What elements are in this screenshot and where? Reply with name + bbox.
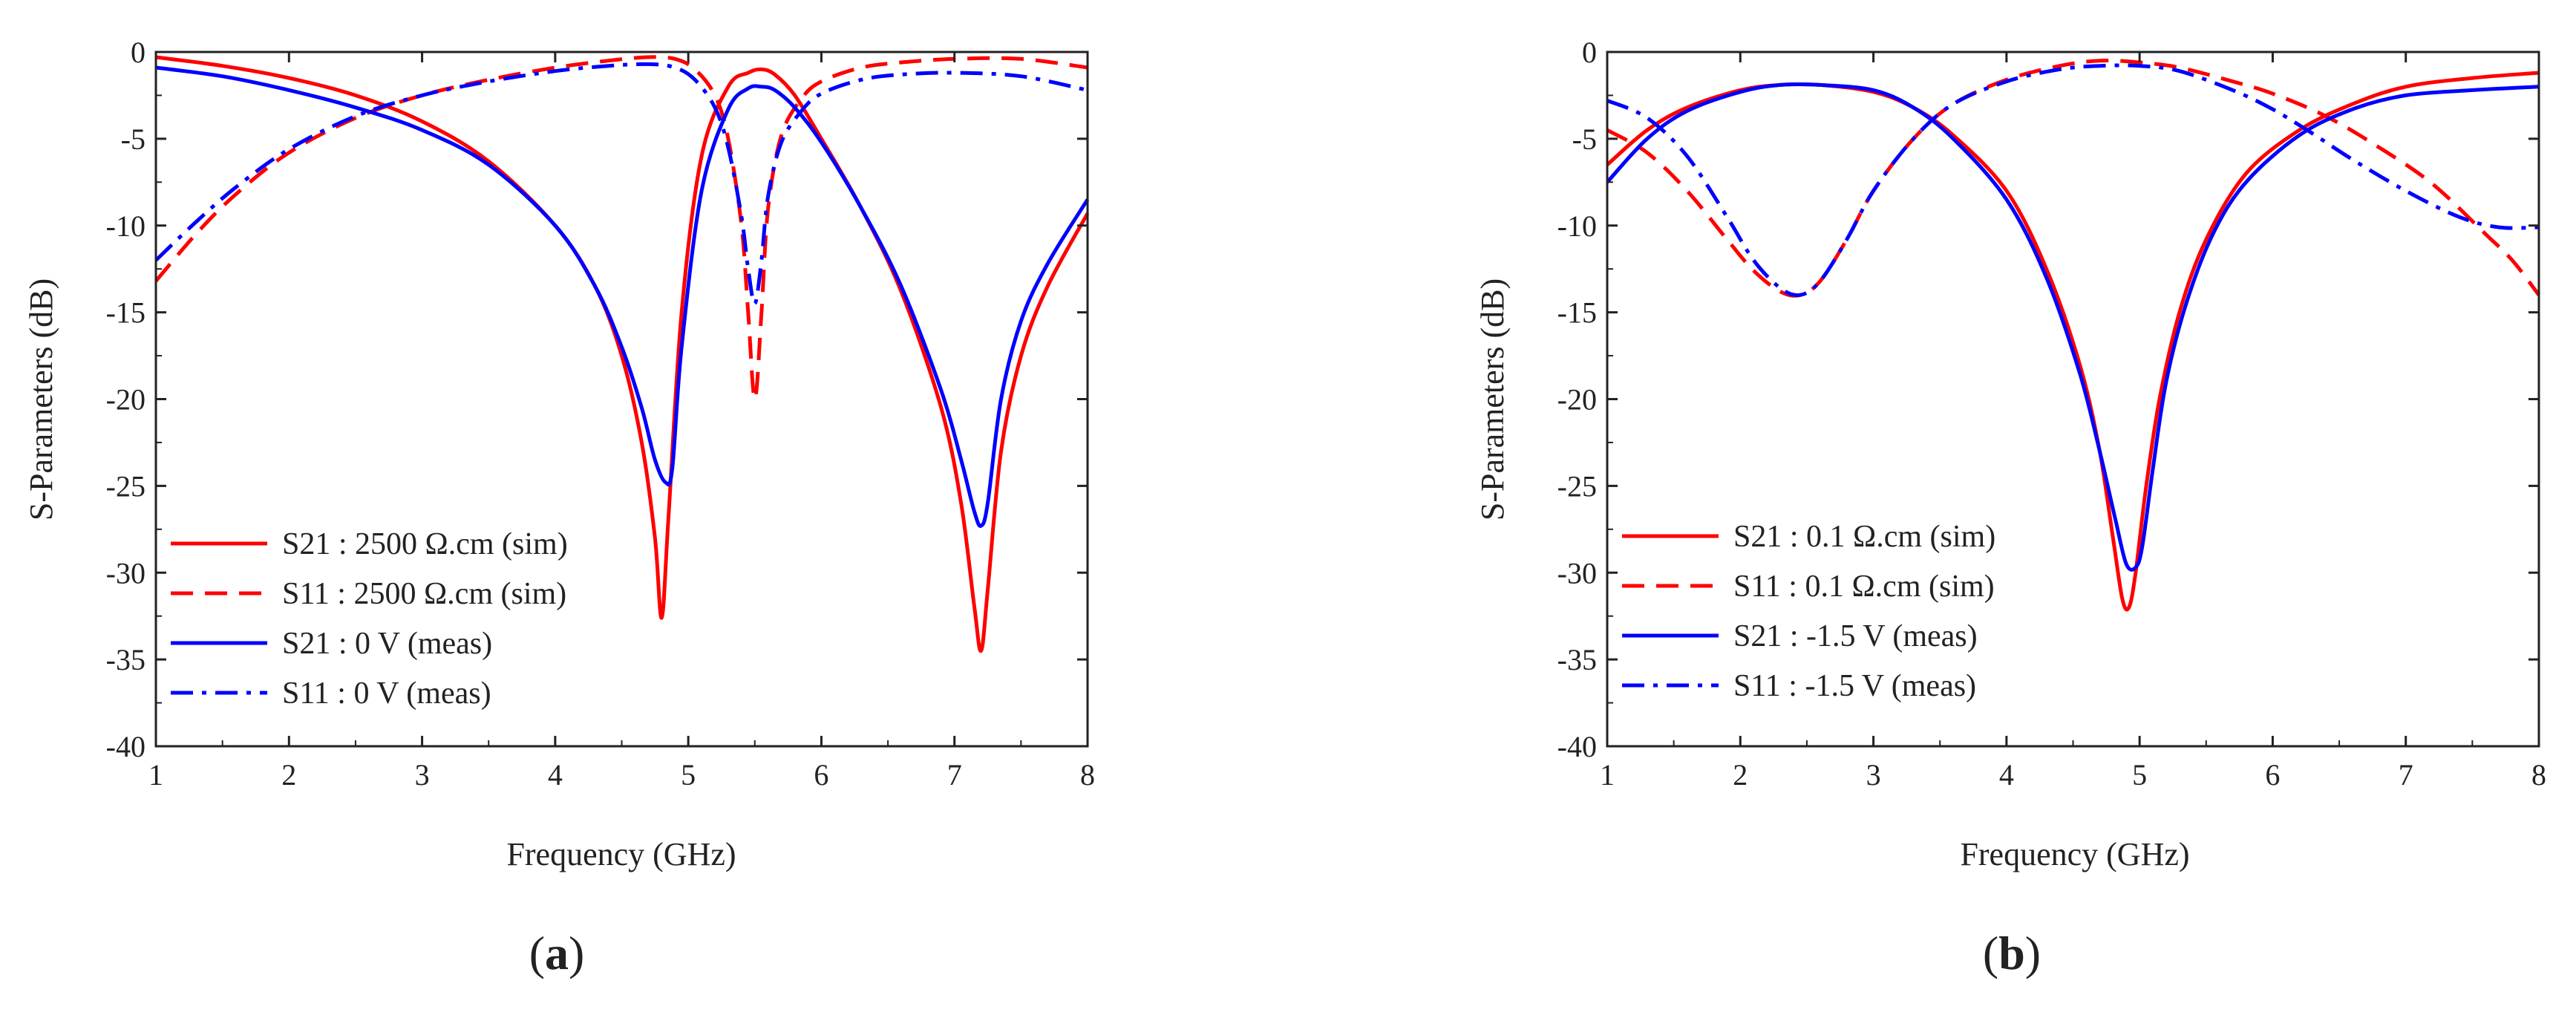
x-tick-label: 8 <box>2531 758 2546 792</box>
x-tick-label: 4 <box>548 758 563 792</box>
x-tick-label: 6 <box>814 758 828 792</box>
y-tick-label: -20 <box>106 383 146 417</box>
x-tick-label: 5 <box>2132 758 2147 792</box>
y-tick-label: 0 <box>1582 36 1597 69</box>
legend-label: S21 : 0 V (meas) <box>282 627 492 661</box>
y-tick-label: -15 <box>1557 296 1597 330</box>
chart-panel-b: 1 2 3 4 5 6 7 8 0 -5 -10 -15 -20 -25 -30 -35 -40 Frequen… <box>1474 36 2546 979</box>
chart-panel-a: 1 2 3 4 5 6 7 8 0 -5 -10 -15 -20 -25 -30 -35 -40 Frequen… <box>23 36 1095 979</box>
legend-label: S21 : 2500 Ω.cm (sim) <box>282 527 568 561</box>
y-axis-title-b: S-Parameters (dB) <box>1474 278 1511 521</box>
y-tick-label: -35 <box>106 643 146 676</box>
y-tick-label: -35 <box>1557 643 1597 676</box>
legend-label: S11 : 2500 Ω.cm (sim) <box>282 577 566 611</box>
y-tick-label: -20 <box>1557 383 1597 417</box>
x-tick-label: 2 <box>1733 758 1748 792</box>
legend-a: S21 : 2500 Ω.cm (sim) S11 : 2500 Ω.cm (si… <box>171 527 568 711</box>
series-line-b-4 <box>1606 63 2540 298</box>
y-tick-label: -15 <box>106 296 146 330</box>
series-line-a-4 <box>154 62 1088 306</box>
y-tick-label: -40 <box>106 730 146 763</box>
x-tick-label: 7 <box>947 758 962 792</box>
legend-label: S11 : 0.1 Ω.cm (sim) <box>1733 570 1995 604</box>
panel-label-a: (a) <box>529 927 585 979</box>
legend-label: S21 : 0.1 Ω.cm (sim) <box>1733 520 1995 554</box>
x-tick-label: 1 <box>1600 758 1615 792</box>
y-tick-label: -30 <box>106 556 146 590</box>
y-tick-label: 0 <box>131 36 146 69</box>
x-tick-label: 3 <box>415 758 430 792</box>
x-tick-label: 6 <box>2265 758 2280 792</box>
series-line-a-3 <box>155 65 1090 528</box>
series-line-a-2 <box>154 55 1088 401</box>
x-tick-label: 5 <box>681 758 696 792</box>
series-line-b-3 <box>1606 82 2540 572</box>
y-tick-label: -5 <box>1572 123 1597 156</box>
x-tick-label: 3 <box>1866 758 1881 792</box>
x-axis-title-a: Frequency (GHz) <box>506 836 736 872</box>
y-tick-label: -10 <box>1557 209 1597 243</box>
x-tick-label: 7 <box>2399 758 2413 792</box>
x-tick-label: 8 <box>1080 758 1095 792</box>
legend-label: S11 : 0 V (meas) <box>282 676 491 711</box>
y-tick-label: -25 <box>106 469 146 503</box>
panel-label-b: (b) <box>1983 927 2041 979</box>
legend-b: S21 : 0.1 Ω.cm (sim) S11 : 0.1 Ω.cm (sim)… <box>1622 520 1995 703</box>
x-tick-label: 4 <box>1999 758 2014 792</box>
legend-label: S11 : -1.5 V (meas) <box>1733 669 1976 703</box>
y-tick-label: -30 <box>1557 556 1597 590</box>
y-tick-label: -5 <box>121 123 146 156</box>
x-axis-title-b: Frequency (GHz) <box>1960 836 2189 872</box>
y-tick-label: -10 <box>106 209 146 243</box>
y-axis-title-a: S-Parameters (dB) <box>23 278 59 521</box>
x-tick-label: 1 <box>148 758 163 792</box>
x-tick-label: 2 <box>281 758 296 792</box>
y-tick-label: -25 <box>1557 469 1597 503</box>
y-tick-label: -40 <box>1557 730 1597 763</box>
legend-label: S21 : -1.5 V (meas) <box>1733 619 1978 653</box>
